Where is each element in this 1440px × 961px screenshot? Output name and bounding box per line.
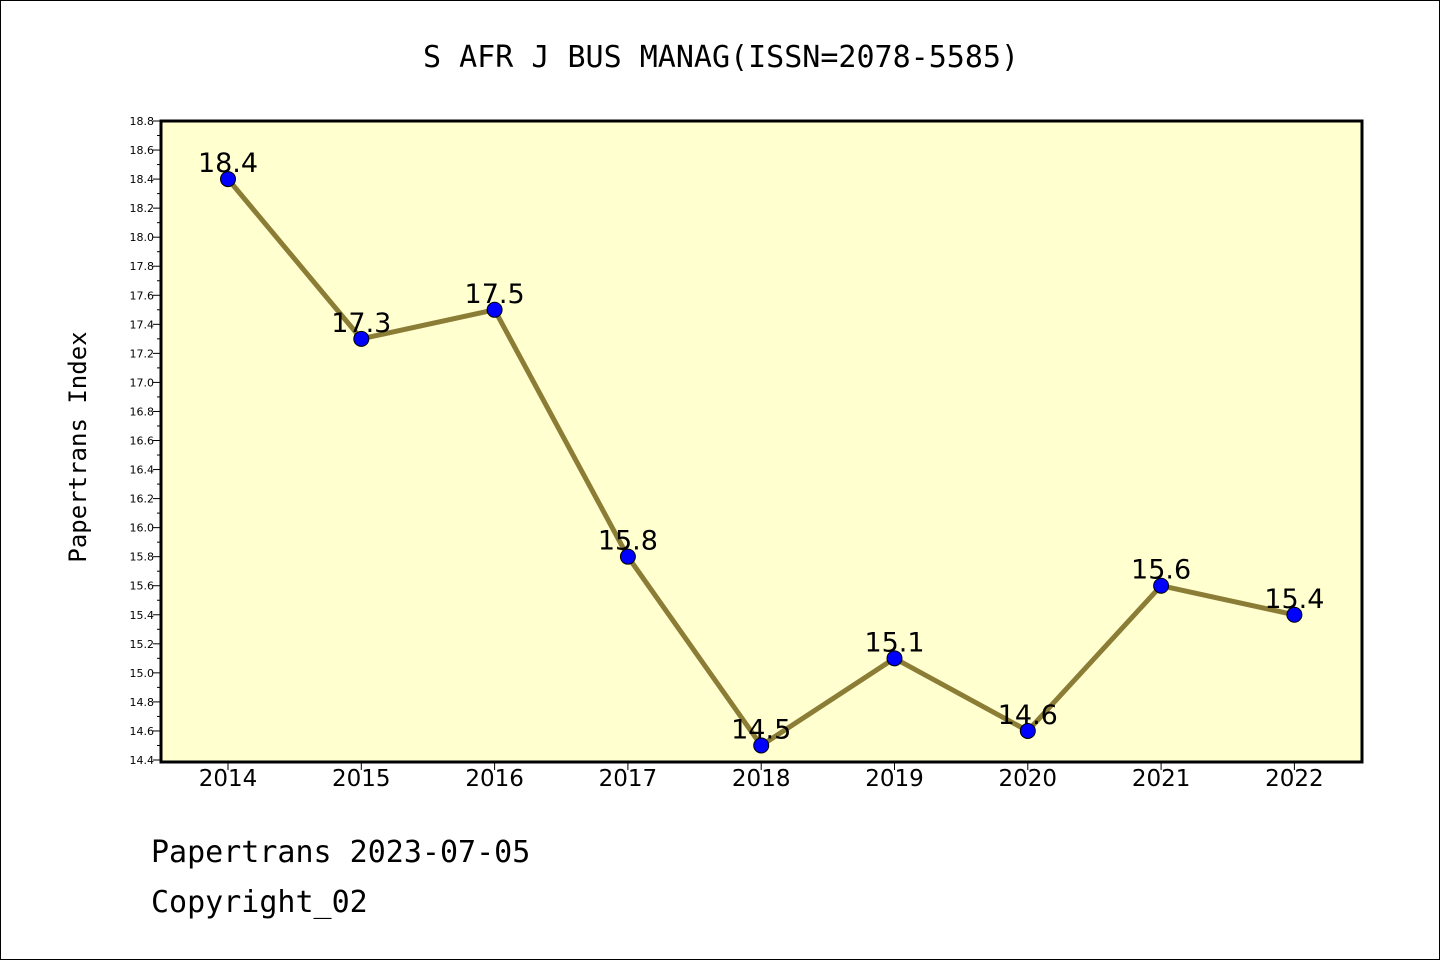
y-tick-label: 17.0 bbox=[130, 376, 155, 389]
y-tick-label: 16.6 bbox=[130, 435, 155, 448]
data-point-marker bbox=[886, 650, 903, 667]
data-point-marker bbox=[1153, 577, 1170, 594]
data-label: 15.6 bbox=[1131, 555, 1191, 586]
y-tick-label: 17.6 bbox=[130, 289, 155, 302]
y-tick-label: 15.2 bbox=[130, 638, 155, 651]
data-labels: 18.4 17.3 17.5 15.8 14.5 15.1 14.6 15.6 15.4 bbox=[198, 148, 1325, 745]
footer-date: Papertrans 2023-07-05 bbox=[151, 835, 531, 870]
y-tick-label: 17.8 bbox=[130, 260, 155, 273]
footer-copyright: Copyright_02 bbox=[151, 885, 368, 920]
data-label: 17.3 bbox=[331, 308, 391, 339]
y-tick-label: 18.8 bbox=[130, 115, 155, 128]
y-tick-label: 16.4 bbox=[130, 464, 155, 477]
y-tick-label: 15.6 bbox=[130, 580, 155, 593]
y-tick-label: 17.2 bbox=[130, 347, 155, 360]
y-tick-label: 16.0 bbox=[130, 522, 155, 535]
x-tick-label: 2021 bbox=[1132, 766, 1191, 792]
data-label: 17.5 bbox=[465, 279, 525, 310]
y-tick-label: 15.0 bbox=[130, 667, 155, 680]
data-point-marker bbox=[353, 330, 370, 347]
plot-area bbox=[159, 119, 1364, 764]
data-point-marker bbox=[220, 171, 236, 188]
series-papertrans-index bbox=[220, 171, 1303, 754]
data-point-marker bbox=[1286, 606, 1303, 623]
x-tick-label: 2014 bbox=[199, 766, 258, 792]
x-tick-label: 2016 bbox=[465, 766, 524, 792]
x-tick-label: 2019 bbox=[865, 766, 924, 792]
y-axis: 14.4 14.6 14.8 15.0 15.2 15.4 15.6 15.8 16.0 16.2… bbox=[130, 115, 161, 767]
data-label: 15.1 bbox=[864, 627, 924, 658]
x-axis: 2014 2015 2016 2017 2018 2019 2020 2021 2022 bbox=[199, 762, 1324, 792]
data-point-marker bbox=[753, 737, 770, 754]
x-tick-label: 2018 bbox=[732, 766, 791, 792]
x-tick-label: 2017 bbox=[599, 766, 658, 792]
chart-title: S AFR J BUS MANAG(ISSN=2078-5585) bbox=[423, 40, 1019, 75]
data-label: 18.4 bbox=[198, 148, 258, 179]
data-label: 14.6 bbox=[998, 700, 1058, 731]
y-tick-label: 18.2 bbox=[130, 202, 155, 215]
y-tick-label: 14.8 bbox=[130, 696, 155, 709]
x-tick-label: 2020 bbox=[999, 766, 1058, 792]
y-tick-label: 18.4 bbox=[130, 173, 155, 186]
y-tick-label: 15.8 bbox=[130, 551, 155, 564]
y-tick-label: 14.4 bbox=[130, 754, 155, 767]
data-label: 14.5 bbox=[731, 714, 791, 745]
data-label: 15.4 bbox=[1264, 584, 1324, 615]
y-tick-label: 16.2 bbox=[130, 493, 155, 506]
data-point-marker bbox=[486, 301, 503, 318]
y-axis-label: Papertrans Index bbox=[64, 331, 92, 562]
data-point-marker bbox=[1019, 722, 1036, 739]
y-tick-label: 16.8 bbox=[130, 405, 155, 418]
y-tick-label: 18.0 bbox=[130, 231, 155, 244]
y-tick-label: 18.6 bbox=[130, 144, 155, 157]
y-tick-label: 14.6 bbox=[130, 725, 155, 738]
x-tick-label: 2022 bbox=[1265, 766, 1324, 792]
x-tick-label: 2015 bbox=[332, 766, 391, 792]
y-tick-label: 15.4 bbox=[130, 609, 155, 622]
y-tick-label: 17.4 bbox=[130, 318, 155, 331]
data-point-marker bbox=[619, 548, 636, 565]
data-label: 15.8 bbox=[598, 526, 658, 557]
